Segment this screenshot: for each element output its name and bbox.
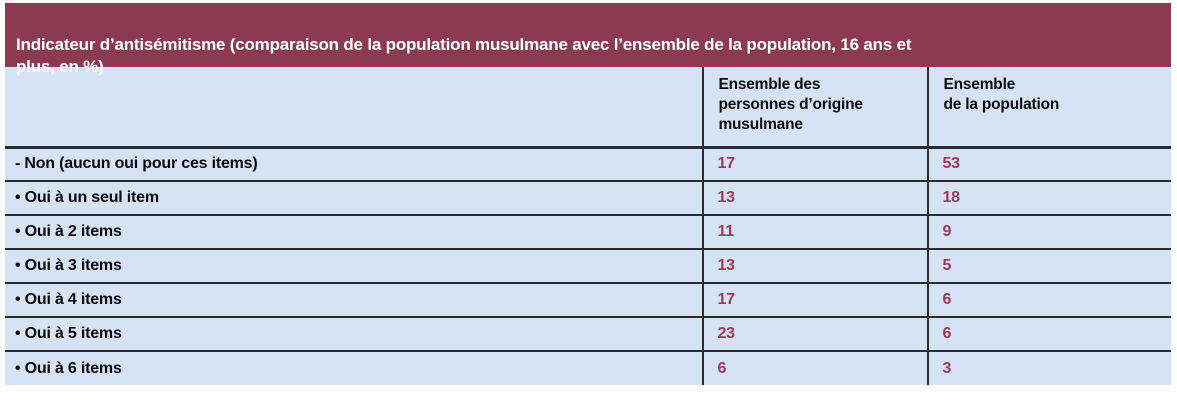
row-label-cell: • Oui à 2 items	[15, 223, 122, 240]
value-cell-musulmane: 13	[702, 249, 929, 283]
value-cell-population: 9	[927, 215, 1171, 249]
table-row: • Oui à un seul item 13 18	[5, 181, 1171, 215]
value-cell-musulmane: 17	[702, 147, 929, 181]
value-cell-population: 6	[927, 283, 1171, 317]
table-row: - Non (aucun oui pour ces items) 17 53	[5, 147, 1171, 181]
table-row: • Oui à 6 items 6 3	[5, 351, 1171, 385]
table-row: • Oui à 2 items 11 9	[5, 215, 1171, 249]
column-header-musulmane: Ensemble des personnes d’origine musulma…	[702, 67, 929, 147]
table-title: Indicateur d’antisémitisme (comparaison …	[16, 35, 912, 76]
table-row: • Oui à 4 items 17 6	[5, 283, 1171, 317]
column-header-population: Ensemble de la population	[927, 67, 1171, 147]
value-cell-musulmane: 13	[702, 181, 929, 215]
value-cell-musulmane: 17	[702, 283, 929, 317]
value-cell-population: 5	[927, 249, 1171, 283]
document-page: Indicateur d’antisémitisme (comparaison …	[5, 3, 1171, 385]
row-label-cell: - Non (aucun oui pour ces items)	[15, 155, 258, 173]
value-cell-musulmane: 6	[702, 351, 929, 385]
row-label-cell: • Oui à 5 items	[15, 325, 122, 342]
table-row: • Oui à 5 items 23 6	[5, 317, 1171, 351]
value-cell-population: 53	[927, 147, 1171, 181]
row-label-cell: • Oui à 6 items	[15, 359, 122, 377]
value-cell-population: 18	[927, 181, 1171, 215]
value-cell-musulmane: 11	[702, 215, 929, 249]
corner-cell	[5, 67, 703, 147]
value-cell-population: 6	[927, 317, 1171, 351]
antisemitism-indicator-table: Ensemble des personnes d’origine musulma…	[5, 67, 1171, 385]
row-label-cell: • Oui à 3 items	[15, 257, 122, 274]
row-label-cell: • Oui à 4 items	[15, 291, 122, 308]
row-label-cell: • Oui à un seul item	[15, 189, 159, 206]
table-row: • Oui à 3 items 13 5	[5, 249, 1171, 283]
table-title-bar: Indicateur d’antisémitisme (comparaison …	[5, 3, 1171, 76]
value-cell-musulmane: 23	[702, 317, 929, 351]
value-cell-population: 3	[927, 351, 1171, 385]
column-header-row: Ensemble des personnes d’origine musulma…	[5, 67, 1171, 147]
